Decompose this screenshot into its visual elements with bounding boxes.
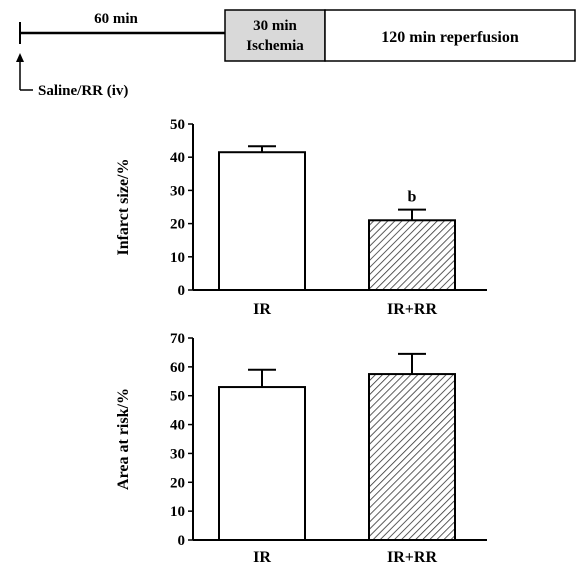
protocol-timeline: 60 min 30 min Ischemia 120 min reperfusi… (16, 9, 576, 99)
area-at-risk-chart: 0 10 20 30 40 50 60 70 Area at risk/% IR IR+RR (115, 331, 487, 566)
y-tick-label: 20 (170, 217, 185, 233)
category-label: IR+RR (387, 549, 437, 566)
y-axis-label: Area at risk/% (115, 388, 132, 490)
infarct-size-chart: 0 10 20 30 40 50 Infarct size/% IR b IR+RR (115, 117, 487, 318)
injection-label: Saline/RR (iv) (38, 83, 128, 99)
category-label: IR (253, 301, 271, 318)
bar-ir (218, 151, 306, 291)
ischemia-label-line1: 30 min (253, 18, 297, 34)
y-tick-label: 40 (170, 150, 185, 166)
y-tick-label: 0 (178, 533, 186, 549)
y-tick-label: 10 (170, 504, 185, 520)
y-tick-label: 50 (170, 117, 185, 133)
ischemia-box (224, 9, 326, 62)
bar-ir-rr (368, 219, 456, 291)
ischemia-label-line2: Ischemia (246, 38, 304, 54)
significance-annotation: b (408, 189, 417, 206)
y-tick-label: 0 (178, 283, 186, 299)
reperfusion-box (324, 9, 576, 62)
bar-ir (218, 386, 306, 541)
injection-arrow-icon (16, 53, 24, 62)
pre-label: 60 min (94, 11, 138, 27)
y-tick-label: 20 (170, 475, 185, 491)
category-label: IR+RR (387, 301, 437, 318)
y-tick-label: 30 (170, 183, 185, 199)
y-axis-label: Infarct size/% (115, 158, 132, 255)
bar-ir-rr (368, 373, 456, 542)
y-tick-label: 10 (170, 250, 185, 266)
y-tick-label: 40 (170, 418, 185, 434)
y-tick-label: 70 (170, 331, 185, 347)
y-tick-label: 30 (170, 446, 185, 462)
y-tick-label: 60 (170, 360, 185, 376)
category-label: IR (253, 549, 271, 566)
reperfusion-label: 120 min reperfusion (381, 29, 519, 46)
y-tick-label: 50 (170, 389, 185, 405)
